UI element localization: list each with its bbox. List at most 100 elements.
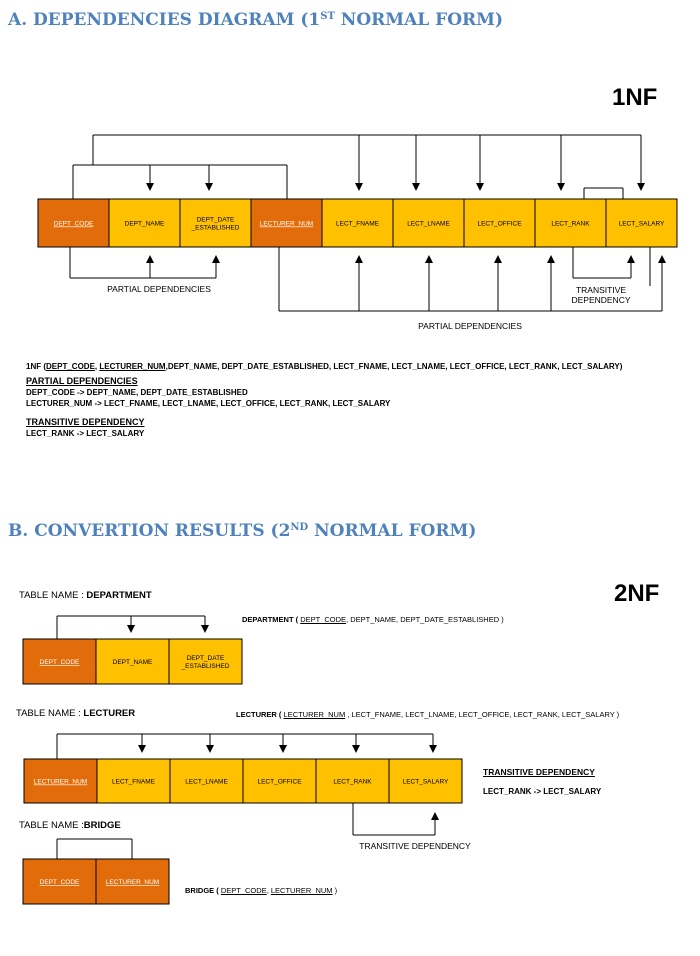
bridge-table-name: TABLE NAME :BRIDGE bbox=[19, 820, 121, 831]
bridge-top-lines bbox=[56, 838, 133, 859]
nf1-cell bbox=[463, 198, 536, 248]
dept-cell-label: DEPT_CODE bbox=[40, 659, 80, 666]
dept-table-name: TABLE NAME : DEPARTMENT bbox=[19, 590, 152, 601]
bridge-table-label: TABLE NAME : bbox=[19, 820, 84, 831]
section-b-title-prefix: B. CONVERTION RESULTS (2 bbox=[8, 521, 291, 541]
transitive-rule: LECT_RANK -> LECT_SALARY bbox=[26, 429, 145, 438]
nf1-cell bbox=[605, 198, 678, 248]
dept-schema: DEPARTMENT ( DEPT_CODE, DEPT_NAME, DEPT_… bbox=[242, 615, 504, 624]
section-b-title-suffix: NORMAL FORM) bbox=[308, 521, 477, 541]
nf1-transitive-label-1: TRANSITIVE bbox=[576, 285, 626, 295]
nf1-cell-label: _ESTABLISHED bbox=[191, 225, 240, 232]
dept-cell-label: _ESTABLISHED bbox=[181, 663, 230, 670]
section-a-title: A. DEPENDENCIES DIAGRAM (1ST NORMAL FORM… bbox=[8, 10, 503, 30]
dept-table-label: TABLE NAME : bbox=[19, 590, 87, 601]
lect-schema-rest: , LECT_FNAME, LECT_LNAME, LECT_OFFICE, L… bbox=[345, 710, 620, 719]
bridge-schema-name: BRIDGE ( bbox=[185, 886, 219, 895]
dept-table: DEPT_CODE DEPT_NAME DEPT_DATE_ESTABLISHED bbox=[22, 638, 243, 685]
dept-schema-key: DEPT_CODE bbox=[300, 615, 347, 624]
partial-rule-1: DEPT_CODE -> DEPT_NAME, DEPT_DATE_ESTABL… bbox=[26, 388, 248, 397]
lect-cell bbox=[315, 758, 390, 804]
bridge-schema-key1: DEPT_CODE bbox=[220, 886, 267, 895]
nf1-cell bbox=[179, 198, 252, 248]
nf1-cell-label: LECT_RANK bbox=[551, 221, 590, 228]
lect-cell bbox=[96, 758, 171, 804]
nf1-relation: 1NF (DEPT_CODE, LECTURER_NUM,DEPT_NAME, … bbox=[26, 361, 622, 372]
bridge-schema-rest: ) bbox=[332, 886, 338, 895]
nf1-cell-label: LECTURER_NUM bbox=[260, 221, 313, 228]
dept-top-lines bbox=[56, 615, 209, 639]
nf1-relation-prefix: 1NF ( bbox=[26, 362, 46, 371]
lect-cell-label: LECT_SALARY bbox=[403, 779, 449, 786]
bridge-schema-sep: , bbox=[266, 886, 271, 895]
lect-schema: LECTURER ( LECTURER_NUM , LECT_FNAME, LE… bbox=[236, 710, 619, 719]
bridge-table-title: BRIDGE bbox=[83, 820, 121, 831]
nf1-cell-label: LECT_FNAME bbox=[336, 221, 380, 228]
nf1-transitive-label-2: DEPENDENCY bbox=[571, 295, 630, 305]
transitive-heading: TRANSITIVE DEPENDENCY bbox=[26, 417, 145, 427]
lect-cell-label: LECT_RANK bbox=[333, 779, 372, 786]
nf1-partial-label-2: PARTIAL DEPENDENCIES bbox=[418, 321, 522, 331]
dept-cell bbox=[22, 638, 97, 685]
nf2-label: 2NF bbox=[614, 580, 660, 607]
lect-table-title: LECTURER bbox=[83, 708, 136, 719]
partial-heading: PARTIAL DEPENDENCIES bbox=[26, 376, 138, 386]
dept-cell-label: DEPT_DATE bbox=[187, 655, 225, 662]
lect-cell-label: LECT_OFFICE bbox=[257, 779, 302, 786]
bridge-table: DEPT_CODE LECTURER_NUM bbox=[22, 858, 170, 905]
lect-schema-name: LECTURER ( bbox=[236, 710, 282, 719]
partial-rule-2: LECTURER_NUM -> LECT_FNAME, LECT_LNAME, … bbox=[26, 399, 391, 408]
nf1-table: DEPT_CODE DEPT_NAME DEPT_DATE_ESTABLISHED L… bbox=[37, 198, 678, 248]
nf1-cell-label: DEPT_NAME bbox=[125, 221, 165, 228]
lect-transitive-heading: TRANSITIVE DEPENDENCY bbox=[483, 767, 595, 777]
bridge-schema: BRIDGE ( DEPT_CODE, LECTURER_NUM ) bbox=[185, 886, 337, 895]
lect-top-lines bbox=[56, 733, 437, 759]
lect-transitive-label: TRANSITIVE DEPENDENCY bbox=[359, 841, 471, 851]
nf1-relation-rest: ,DEPT_NAME, DEPT_DATE_ESTABLISHED, LECT_… bbox=[165, 362, 623, 371]
lect-cell bbox=[242, 758, 317, 804]
lect-table-name: TABLE NAME : LECTURER bbox=[16, 708, 135, 719]
lect-table: LECTURER_NUM LECT_FNAME LECT_LNAME LECT_OFF… bbox=[23, 758, 463, 804]
lect-cell bbox=[388, 758, 463, 804]
nf1-relation-key1: DEPT_CODE bbox=[46, 362, 95, 371]
nf1-label: 1NF bbox=[612, 84, 658, 111]
nf1-notes: 1NF (DEPT_CODE, LECTURER_NUM,DEPT_NAME, … bbox=[26, 361, 622, 439]
lect-table-label: TABLE NAME : bbox=[16, 708, 84, 719]
nf1-cell-label: LECT_LNAME bbox=[407, 221, 450, 228]
section-b-title-sup: ND bbox=[290, 522, 309, 533]
nf1-cell bbox=[321, 198, 394, 248]
nf1-cell bbox=[250, 198, 323, 248]
nf1-cell-label: DEPT_CODE bbox=[54, 221, 94, 228]
dept-schema-name: DEPARTMENT ( bbox=[242, 615, 299, 624]
nf1-bottom-lines bbox=[69, 247, 666, 312]
dept-table-title: DEPARTMENT bbox=[86, 590, 152, 601]
bridge-schema-key2: LECTURER_NUM bbox=[270, 886, 333, 895]
bridge-cell bbox=[95, 858, 170, 905]
dept-cell bbox=[168, 638, 243, 685]
bridge-cell-label: LECTURER_NUM bbox=[106, 879, 159, 886]
lect-cell-label: LECTURER_NUM bbox=[34, 779, 87, 786]
lect-bottom-lines bbox=[352, 803, 439, 836]
nf1-cell bbox=[37, 198, 110, 248]
section-a-title-prefix: A. DEPENDENCIES DIAGRAM (1 bbox=[8, 10, 321, 30]
nf1-cell-label: LECT_OFFICE bbox=[477, 221, 522, 228]
section-a-title-sup: ST bbox=[320, 11, 335, 22]
bridge-cell bbox=[22, 858, 97, 905]
lect-transitive-rule: LECT_RANK -> LECT_SALARY bbox=[483, 787, 602, 796]
nf1-relation-sep: , bbox=[94, 362, 100, 371]
dept-cell-label: DEPT_NAME bbox=[113, 659, 153, 666]
nf1-partial-label-1: PARTIAL DEPENDENCIES bbox=[107, 284, 211, 294]
section-a-title-suffix: NORMAL FORM) bbox=[334, 10, 504, 30]
lect-schema-key: LECTURER_NUM bbox=[283, 710, 346, 719]
lect-cell-label: LECT_LNAME bbox=[185, 779, 228, 786]
lect-cell-label: LECT_FNAME bbox=[112, 779, 156, 786]
dept-schema-rest: , DEPT_NAME, DEPT_DATE_ESTABLISHED ) bbox=[346, 615, 504, 624]
section-b-title: B. CONVERTION RESULTS (2ND NORMAL FORM) bbox=[8, 521, 476, 541]
nf1-cell bbox=[108, 198, 181, 248]
nf1-cell bbox=[534, 198, 607, 248]
bridge-cell-label: DEPT_CODE bbox=[40, 879, 80, 886]
nf1-cell-label: LECT_SALARY bbox=[619, 221, 665, 228]
nf1-relation-key2: LECTURER_NUM bbox=[99, 362, 166, 371]
nf1-top-lines bbox=[72, 134, 645, 199]
